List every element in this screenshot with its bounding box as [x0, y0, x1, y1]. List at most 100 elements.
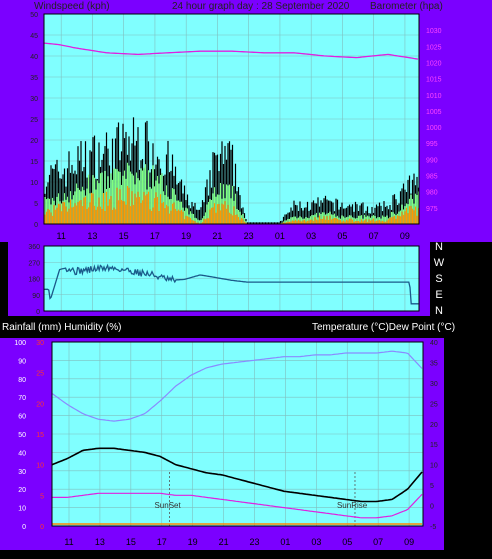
- wind-y-tick-label: 10: [30, 180, 38, 187]
- barometer-tick-label: 990: [426, 157, 438, 164]
- rain-tick-label: 5: [40, 493, 44, 500]
- barometer-tick-label: 1010: [426, 93, 442, 100]
- temp-axis-ticks: 11 13 15 17 19 21 23 01 03 05 07 090102030405060708…: [14, 340, 438, 547]
- temp-tick-label: 15: [430, 442, 438, 449]
- temp-x-tick-label: 11: [64, 537, 73, 547]
- barometer-tick-label: 975: [426, 206, 438, 213]
- direction-tick-label: 180: [28, 277, 40, 284]
- wind-x-tick-label: 21: [212, 231, 222, 241]
- temp-x-tick-label: 15: [126, 537, 136, 547]
- wind-y-tick-label: 5: [34, 201, 38, 208]
- barometer-tick-label: 985: [426, 174, 438, 181]
- barometer-series-line: [43, 42, 419, 60]
- humidity-tick-label: 60: [18, 414, 26, 421]
- rain-tick-label: 30: [36, 340, 44, 347]
- wind-x-tick-label: 11: [57, 231, 66, 241]
- wind-y-tick-label: 0: [34, 222, 38, 229]
- humidity-tick-label: 50: [18, 432, 26, 439]
- temp-x-tick-label: 21: [219, 537, 229, 547]
- barometer-tick-label: 1020: [426, 60, 442, 67]
- wind-y-tick-label: 20: [30, 138, 38, 145]
- direction-tick-label: 90: [32, 293, 40, 300]
- wind-x-tick-label: 09: [400, 231, 410, 241]
- barometer-tick-label: 995: [426, 141, 438, 148]
- direction-tick-label: 270: [28, 260, 40, 267]
- wind-x-tick-label: 01: [275, 231, 285, 241]
- wind-y-tick-label: 40: [30, 54, 38, 61]
- temp-x-tick-label: 09: [404, 537, 414, 547]
- barometer-tick-label: 1030: [426, 28, 442, 35]
- temp-x-tick-label: 03: [311, 537, 321, 547]
- temp-tick-label: 10: [430, 463, 438, 470]
- temp-tick-label: -5: [430, 524, 436, 531]
- wind-y-tick-label: 30: [30, 96, 38, 103]
- wind-plot-border: [43, 13, 420, 225]
- rain-tick-label: 15: [36, 432, 44, 439]
- barometer-axis-label: Barometer (hpa): [370, 1, 443, 12]
- humidity-tick-label: 90: [18, 358, 26, 365]
- temp-x-tick-label: 13: [95, 537, 105, 547]
- wind-y-tick-label: 15: [30, 159, 38, 166]
- compass-label-n: N: [435, 241, 443, 253]
- humidity-tick-label: 30: [18, 469, 26, 476]
- temp-tick-label: 0: [430, 504, 434, 511]
- wind-y-tick-label: 50: [30, 12, 38, 19]
- temp-series: SunSet SunRise: [51, 350, 423, 526]
- wind-y-tick-label: 35: [30, 75, 38, 82]
- humidity-series-line: [51, 350, 423, 422]
- direction-tick-label: 360: [28, 244, 40, 251]
- temp-x-tick-label: 07: [373, 537, 383, 547]
- temp-tick-label: 25: [430, 401, 438, 408]
- humidity-tick-label: 20: [18, 487, 26, 494]
- temp-tick-label: 5: [430, 483, 434, 490]
- rain-tick-label: 10: [36, 463, 44, 470]
- temp-tick-label: 40: [430, 340, 438, 347]
- rain-humidity-axis-label: Rainfall (mm) Humidity (%): [2, 322, 121, 333]
- humidity-tick-label: 80: [18, 377, 26, 384]
- temp-x-tick-label: 17: [157, 537, 167, 547]
- wind-series: [44, 117, 420, 224]
- compass-label-w: W: [434, 257, 445, 269]
- humidity-tick-label: 0: [22, 524, 26, 531]
- temp-tick-label: 30: [430, 381, 438, 388]
- rain-tick-label: 0: [40, 524, 44, 531]
- temp-x-tick-label: 05: [342, 537, 352, 547]
- barometer-tick-label: 1005: [426, 109, 442, 116]
- sunrise-label: SunRise: [337, 501, 368, 510]
- humidity-tick-label: 70: [18, 395, 26, 402]
- barometer-tick-label: 1015: [426, 77, 442, 84]
- wind-x-tick-label: 15: [119, 231, 129, 241]
- humidity-tick-label: 100: [14, 340, 26, 347]
- wind-x-tick-label: 17: [150, 231, 160, 241]
- direction-plot-border: [43, 245, 420, 312]
- compass-label-e: E: [435, 289, 442, 301]
- windspeed-axis-label: Windspeed (kph): [34, 1, 110, 12]
- barometer-tick-label: 980: [426, 190, 438, 197]
- barometer-tick-label: 1025: [426, 44, 442, 51]
- dewpoint-series-line: [52, 492, 423, 519]
- compass-label-n: N: [435, 305, 443, 317]
- temp-tick-label: 35: [430, 360, 438, 367]
- temp-dewpoint-axis-label: Temperature (°C)Dew Point (°C): [312, 322, 455, 333]
- temp-plot-border: [51, 341, 424, 527]
- temp-x-tick-label: 23: [249, 537, 259, 547]
- rain-tick-label: 25: [36, 371, 44, 378]
- humidity-tick-label: 10: [18, 506, 26, 513]
- compass-label-s: S: [435, 273, 442, 285]
- wind-x-tick-label: 19: [181, 231, 191, 241]
- barometer-tick-label: 1000: [426, 125, 442, 132]
- temp-x-tick-label: 19: [188, 537, 198, 547]
- temp-tick-label: 20: [430, 422, 438, 429]
- temp-x-tick-label: 01: [280, 537, 290, 547]
- direction-axis-ticks: 0 90 180 270 360: [28, 244, 40, 316]
- sunset-label: SunSet: [154, 501, 181, 510]
- wind-x-tick-label: 23: [244, 231, 254, 241]
- direction-tick-label: 0: [36, 309, 40, 316]
- wind-x-tick-label: 05: [337, 231, 347, 241]
- humidity-tick-label: 40: [18, 450, 26, 457]
- date-title: 24 hour graph day : 28 September 2020: [172, 1, 350, 12]
- wind-x-tick-label: 07: [369, 231, 379, 241]
